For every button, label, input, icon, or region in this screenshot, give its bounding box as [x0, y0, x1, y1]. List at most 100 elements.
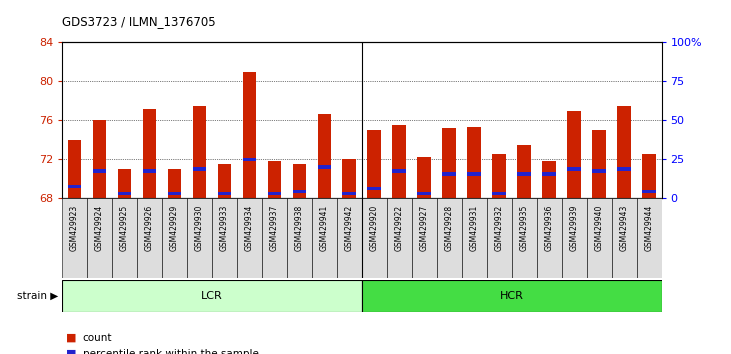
Text: GSM429937: GSM429937 [270, 205, 279, 251]
Bar [362, 198, 387, 278]
Bar [617, 167, 631, 171]
Text: GSM429933: GSM429933 [220, 205, 229, 251]
Bar [212, 198, 237, 278]
Bar [643, 154, 656, 198]
Bar [137, 198, 162, 278]
Bar [387, 198, 412, 278]
Text: GSM429927: GSM429927 [420, 205, 429, 251]
Text: ■: ■ [66, 333, 76, 343]
Bar [567, 167, 581, 171]
Bar [62, 198, 87, 278]
Bar [292, 164, 306, 198]
Bar [343, 192, 356, 195]
Bar [467, 127, 481, 198]
Bar [262, 198, 287, 278]
Text: percentile rank within the sample: percentile rank within the sample [83, 349, 259, 354]
Bar [393, 169, 406, 173]
Bar [243, 158, 257, 161]
Bar [518, 145, 531, 198]
Text: GSM429941: GSM429941 [320, 205, 329, 251]
Bar [487, 198, 512, 278]
Bar [337, 198, 362, 278]
Bar [368, 130, 381, 198]
Bar [393, 125, 406, 198]
Bar [312, 198, 337, 278]
Text: GSM429942: GSM429942 [345, 205, 354, 251]
Bar [243, 72, 257, 198]
Bar [68, 185, 81, 188]
Text: GSM429925: GSM429925 [120, 205, 129, 251]
Bar [62, 280, 362, 312]
Bar [412, 198, 436, 278]
Bar [143, 169, 156, 173]
Bar [542, 161, 556, 198]
Bar [537, 198, 561, 278]
Bar [637, 198, 662, 278]
Bar [542, 172, 556, 176]
Bar [237, 198, 262, 278]
Text: GSM429938: GSM429938 [295, 205, 304, 251]
Text: GSM429935: GSM429935 [520, 205, 529, 251]
Text: GSM429943: GSM429943 [620, 205, 629, 251]
Text: GSM429944: GSM429944 [645, 205, 654, 251]
Text: count: count [83, 333, 112, 343]
Text: GSM429923: GSM429923 [70, 205, 79, 251]
Text: GSM429936: GSM429936 [545, 205, 553, 251]
Text: GSM429920: GSM429920 [370, 205, 379, 251]
Bar [218, 192, 231, 195]
Text: GSM429929: GSM429929 [170, 205, 179, 251]
Bar [187, 198, 212, 278]
Bar [193, 167, 206, 171]
Bar [567, 110, 581, 198]
Bar [287, 198, 312, 278]
Bar [292, 190, 306, 193]
Bar [268, 161, 281, 198]
Bar [561, 198, 586, 278]
Text: strain ▶: strain ▶ [18, 291, 58, 301]
Bar [218, 164, 231, 198]
Text: LCR: LCR [201, 291, 223, 301]
Text: ■: ■ [66, 349, 76, 354]
Bar [493, 192, 506, 195]
Bar [462, 198, 487, 278]
Bar [343, 159, 356, 198]
Bar [442, 172, 456, 176]
Bar [493, 154, 506, 198]
Bar [592, 169, 606, 173]
Bar [442, 128, 456, 198]
Bar [118, 169, 132, 198]
Bar [362, 280, 662, 312]
Bar [612, 198, 637, 278]
Bar [193, 106, 206, 198]
Bar [592, 130, 606, 198]
Text: GSM429928: GSM429928 [444, 205, 454, 251]
Bar [417, 157, 431, 198]
Bar [512, 198, 537, 278]
Text: GSM429926: GSM429926 [145, 205, 154, 251]
Bar [167, 169, 181, 198]
Bar [112, 198, 137, 278]
Bar [143, 109, 156, 198]
Text: GSM429931: GSM429931 [470, 205, 479, 251]
Text: GSM429922: GSM429922 [395, 205, 404, 251]
Bar [93, 169, 107, 173]
Text: GDS3723 / ILMN_1376705: GDS3723 / ILMN_1376705 [62, 15, 216, 28]
Text: GSM429940: GSM429940 [594, 205, 604, 251]
Bar [587, 198, 612, 278]
Text: GSM429930: GSM429930 [195, 205, 204, 251]
Bar [68, 140, 81, 198]
Bar [118, 192, 132, 195]
Bar [162, 198, 187, 278]
Bar [467, 172, 481, 176]
Bar [317, 165, 331, 169]
Bar [167, 192, 181, 195]
Text: GSM429934: GSM429934 [245, 205, 254, 251]
Bar [368, 187, 381, 190]
Bar [518, 172, 531, 176]
Bar [317, 114, 331, 198]
Bar [87, 198, 112, 278]
Text: GSM429924: GSM429924 [95, 205, 104, 251]
Bar [93, 120, 107, 198]
Text: GSM429939: GSM429939 [569, 205, 579, 251]
Text: HCR: HCR [500, 291, 523, 301]
